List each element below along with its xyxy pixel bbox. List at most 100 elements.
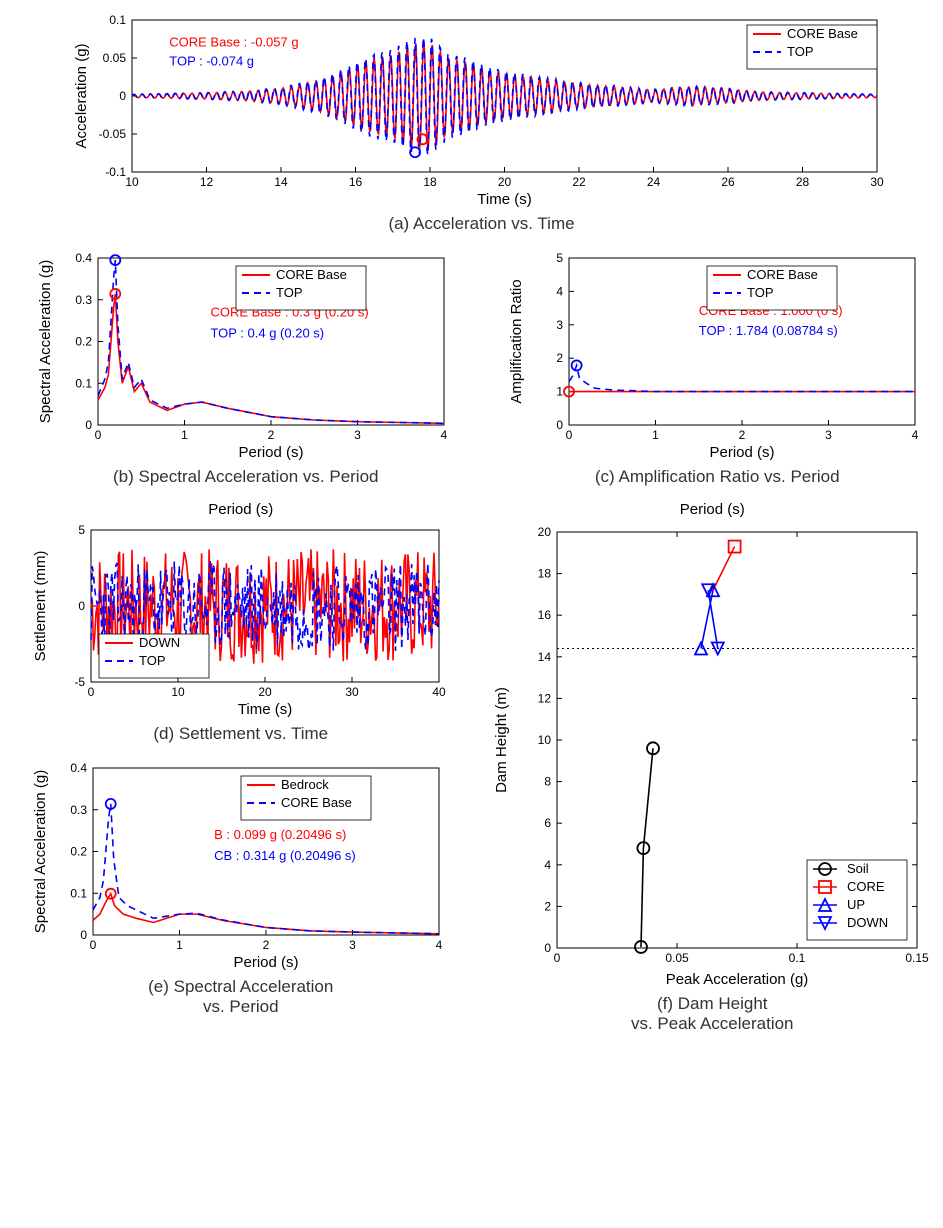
svg-text:24: 24 <box>646 175 660 189</box>
svg-text:0: 0 <box>557 418 564 432</box>
svg-text:CB : 0.314 g (0.20496 s): CB : 0.314 g (0.20496 s) <box>214 848 356 863</box>
svg-text:2: 2 <box>267 428 274 442</box>
caption-d: (d) Settlement vs. Time <box>153 724 328 744</box>
svg-text:0.1: 0.1 <box>70 886 87 900</box>
svg-text:Bedrock: Bedrock <box>281 777 329 792</box>
svg-text:0.1: 0.1 <box>109 13 126 27</box>
svg-text:5: 5 <box>78 523 85 537</box>
svg-text:14: 14 <box>538 650 552 664</box>
caption-f-l2: vs. Peak Acceleration <box>631 1014 794 1034</box>
svg-text:CORE Base: CORE Base <box>281 795 352 810</box>
svg-text:12: 12 <box>199 175 213 189</box>
svg-text:4: 4 <box>440 428 447 442</box>
svg-text:2: 2 <box>262 938 269 952</box>
svg-text:14: 14 <box>274 175 288 189</box>
svg-text:30: 30 <box>345 685 359 699</box>
svg-text:0.4: 0.4 <box>75 251 92 265</box>
svg-text:DOWN: DOWN <box>139 635 180 650</box>
svg-text:3: 3 <box>557 318 564 332</box>
svg-text:Time (s): Time (s) <box>238 701 292 718</box>
svg-text:30: 30 <box>870 175 884 189</box>
svg-text:2: 2 <box>739 428 746 442</box>
svg-text:CORE Base : -0.057 g: CORE Base : -0.057 g <box>169 35 298 50</box>
svg-text:0: 0 <box>545 941 552 955</box>
svg-text:8: 8 <box>545 775 552 789</box>
caption-b: (b) Spectral Acceleration vs. Period <box>113 467 379 487</box>
svg-text:TOP: TOP <box>276 285 303 300</box>
svg-text:0: 0 <box>89 938 96 952</box>
svg-text:TOP: TOP <box>787 44 814 59</box>
svg-text:22: 22 <box>572 175 586 189</box>
svg-text:CORE Base: CORE Base <box>747 267 818 282</box>
svg-text:0: 0 <box>78 599 85 613</box>
svg-text:10: 10 <box>125 175 139 189</box>
svg-text:3: 3 <box>349 938 356 952</box>
svg-text:Dam Height (m): Dam Height (m) <box>493 687 510 793</box>
svg-text:Period (s): Period (s) <box>233 954 298 971</box>
svg-text:CORE: CORE <box>847 879 885 894</box>
svg-text:0.4: 0.4 <box>70 761 87 775</box>
svg-text:18: 18 <box>423 175 437 189</box>
svg-text:0.05: 0.05 <box>102 51 126 65</box>
panel-e: 0123400.10.20.30.4Period (s)Spectral Acc… <box>31 758 451 973</box>
svg-text:Soil: Soil <box>847 861 869 876</box>
svg-text:Spectral Acceleration (g): Spectral Acceleration (g) <box>32 770 49 933</box>
svg-text:Acceleration (g): Acceleration (g) <box>73 43 90 148</box>
caption-a: (a) Acceleration vs. Time <box>388 214 574 234</box>
svg-text:TOP : -0.074 g: TOP : -0.074 g <box>169 54 254 69</box>
svg-text:0: 0 <box>80 928 87 942</box>
svg-text:TOP : 0.4 g (0.20 s): TOP : 0.4 g (0.20 s) <box>210 325 324 340</box>
caption-e-l1: (e) Spectral Acceleration <box>148 977 333 997</box>
svg-text:TOP : 1.784 (0.08784 s): TOP : 1.784 (0.08784 s) <box>699 323 838 338</box>
svg-text:Spectral Acceleration (g): Spectral Acceleration (g) <box>37 260 54 423</box>
svg-text:1: 1 <box>557 385 564 399</box>
svg-text:CORE Base: CORE Base <box>787 26 858 41</box>
svg-text:4: 4 <box>435 938 442 952</box>
title-f: Period (s) <box>680 501 745 518</box>
svg-text:0.15: 0.15 <box>906 951 930 965</box>
svg-text:Amplification Ratio: Amplification Ratio <box>508 279 525 403</box>
svg-text:CORE Base: CORE Base <box>276 267 347 282</box>
svg-text:10: 10 <box>171 685 185 699</box>
panel-b: 0123400.10.20.30.4Period (s)Spectral Acc… <box>36 248 456 463</box>
svg-text:UP: UP <box>847 897 865 912</box>
svg-text:B : 0.099 g (0.20496 s): B : 0.099 g (0.20496 s) <box>214 827 346 842</box>
svg-text:16: 16 <box>538 608 552 622</box>
svg-text:28: 28 <box>795 175 809 189</box>
svg-text:0: 0 <box>119 89 126 103</box>
svg-text:6: 6 <box>545 816 552 830</box>
caption-e-l2: vs. Period <box>203 997 279 1017</box>
panel-f: 00.050.10.1502468101214161820Peak Accele… <box>492 520 932 990</box>
svg-text:DOWN: DOWN <box>847 915 888 930</box>
svg-text:TOP: TOP <box>139 653 166 668</box>
svg-text:20: 20 <box>538 525 552 539</box>
svg-text:4: 4 <box>557 284 564 298</box>
svg-text:2: 2 <box>545 899 552 913</box>
svg-text:20: 20 <box>258 685 272 699</box>
svg-text:5: 5 <box>557 251 564 265</box>
svg-text:Peak Acceleration (g): Peak Acceleration (g) <box>666 971 809 988</box>
panel-d: 010203040-505Time (s)Settlement (mm)DOWN… <box>31 520 451 720</box>
svg-text:26: 26 <box>721 175 735 189</box>
svg-text:-0.05: -0.05 <box>98 127 126 141</box>
svg-text:0.1: 0.1 <box>789 951 806 965</box>
svg-text:20: 20 <box>497 175 511 189</box>
svg-text:1: 1 <box>652 428 659 442</box>
svg-text:-5: -5 <box>74 675 85 689</box>
svg-text:0.1: 0.1 <box>75 376 92 390</box>
svg-text:12: 12 <box>538 691 552 705</box>
caption-f-l1: (f) Dam Height <box>657 994 768 1014</box>
svg-text:0.3: 0.3 <box>70 803 87 817</box>
svg-text:4: 4 <box>912 428 919 442</box>
svg-text:0: 0 <box>566 428 573 442</box>
svg-text:0: 0 <box>85 418 92 432</box>
svg-text:40: 40 <box>432 685 446 699</box>
svg-text:Settlement (mm): Settlement (mm) <box>32 551 49 662</box>
svg-text:0: 0 <box>94 428 101 442</box>
svg-text:0.2: 0.2 <box>75 335 92 349</box>
svg-text:3: 3 <box>354 428 361 442</box>
caption-c: (c) Amplification Ratio vs. Period <box>595 467 840 487</box>
svg-text:0: 0 <box>554 951 561 965</box>
svg-text:Period (s): Period (s) <box>710 444 775 461</box>
svg-text:0.2: 0.2 <box>70 845 87 859</box>
